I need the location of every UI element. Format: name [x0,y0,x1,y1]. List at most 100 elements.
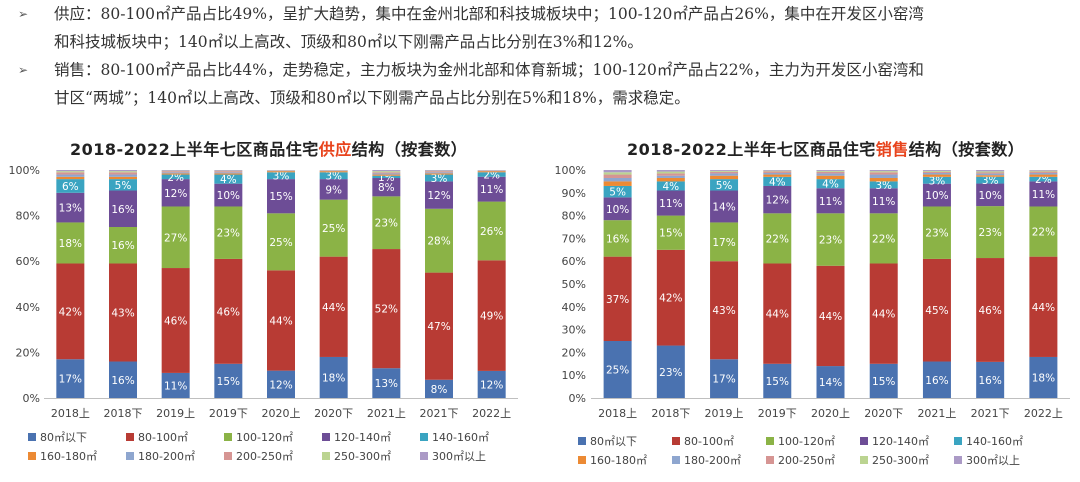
bar-segment-supply [109,172,137,175]
y-tick-label-supply: 80% [16,210,40,223]
bar-segment-sales [656,215,685,250]
y-tick-label-supply: 40% [16,301,40,314]
data-label-sales: 16% [978,375,1001,387]
legend-swatch-sales [860,456,868,464]
bar-segment-sales [763,185,792,214]
legend-label-supply: 120-140㎡ [334,431,391,444]
legend-swatch-supply [126,452,134,460]
data-label-sales: 43% [712,305,735,317]
bar-segment-sales [656,177,685,182]
legend-label-sales: 100-120㎡ [778,435,835,448]
bullet-list: ➢ 供应：80-100㎡产品占比49%，呈扩大趋势，集中在金州北部和科技城板块中… [14,0,1074,112]
y-tick-label-supply: 60% [16,255,40,268]
data-label-sales: 5% [716,180,733,192]
legend-label-sales: 80-100㎡ [684,435,734,448]
bar-segment-sales [763,176,792,186]
bar-segment-sales [603,185,632,198]
legend-swatch-supply [224,433,232,441]
legend-label-supply: 180-200㎡ [138,450,195,463]
bar-segment-sales [656,175,685,178]
bullet-sales-line-1: 销售：80-100㎡产品占比44%，走势稳定，主力板块为金州北部和体育新城；10… [54,61,924,79]
x-tick-label-supply: 2021上 [367,407,406,420]
data-label-sales: 44% [819,311,842,323]
bar-segment-sales [922,206,951,259]
data-label-sales: 44% [1032,302,1055,314]
bullet-supply: ➢ 供应：80-100㎡产品占比49%，呈扩大趋势，集中在金州北部和科技城板块中… [14,0,1074,56]
data-label-supply: 2% [483,170,500,182]
bar-segment-sales [603,181,632,186]
bar-segment-sales [976,176,1005,184]
data-label-supply: 23% [375,218,398,230]
bullet-sales-line-2: 甘区“两城”；140㎡以上高改、顶级和80㎡以下刚需产品占比分别在5%和18%，… [54,89,690,107]
y-tick-label-sales: 60% [562,255,586,268]
bar-segment-sales [816,366,845,398]
bar-segment-supply [214,171,243,173]
legend-swatch-sales [860,437,868,445]
data-label-supply: 44% [269,315,292,327]
bar-segment-supply [161,268,190,373]
bar-segment-supply [477,176,506,202]
bar-segment-supply [425,181,453,209]
data-label-sales: 15% [872,376,895,388]
bar-segment-sales [710,173,739,176]
data-label-supply: 10% [217,190,240,202]
x-tick-label-supply: 2021下 [420,407,459,420]
bar-segment-sales [710,170,739,171]
data-label-supply: 26% [480,226,503,238]
bar-segment-sales [816,179,845,189]
x-tick-label-supply: 2022上 [472,407,511,420]
x-tick-label-supply: 2019上 [156,407,195,420]
legend-swatch-supply [322,433,330,441]
bar-segment-sales [976,175,1005,177]
data-label-supply: 12% [427,190,450,202]
data-label-supply: 28% [427,236,450,248]
bar-segment-supply [372,170,401,172]
bar-segment-sales [1029,171,1058,173]
data-label-supply: 15% [217,376,240,388]
data-label-supply: 17% [59,374,82,386]
bar-segment-supply [477,172,506,177]
legend-swatch-sales [672,456,680,464]
data-label-supply: 9% [325,184,342,196]
bar-segment-sales [869,174,898,178]
data-label-supply: 46% [217,306,240,318]
bar-segment-supply [267,179,295,214]
bar-segment-supply [477,171,506,173]
y-tick-label-sales: 40% [562,301,586,314]
y-tick-label-sales: 100% [555,164,586,177]
data-label-sales: 25% [606,365,629,377]
data-label-supply: 43% [111,308,134,320]
data-label-sales: 23% [819,235,842,247]
bar-segment-supply [425,171,453,173]
bar-segment-supply [109,176,137,180]
x-tick-label-supply: 2018下 [104,407,143,420]
bar-segment-supply [109,174,137,177]
bar-segment-sales [869,213,898,264]
chart-title-supply-post: 结构（按套数） [351,140,468,159]
data-label-sales: 17% [712,374,735,386]
legend-swatch-sales [578,456,586,464]
x-tick-label-sales: 2022上 [1024,407,1063,420]
bar-segment-supply [214,183,243,207]
bar-segment-sales [763,263,792,364]
bar-segment-sales [976,172,1005,174]
data-label-sales: 17% [712,237,735,249]
bar-segment-supply [425,172,453,174]
y-tick-label-sales: 20% [562,346,586,359]
bar-segment-sales [922,258,951,362]
bar-segment-sales [710,190,739,223]
bar-segment-supply [267,171,295,173]
data-label-sales: 15% [766,376,789,388]
data-label-supply: 3% [273,171,290,183]
bar-segment-supply [372,175,401,179]
y-tick-label-supply: 0% [23,392,40,405]
x-tick-label-sales: 2018上 [598,407,637,420]
bar-segment-supply [372,178,401,197]
bar-segment-sales [656,345,685,398]
bar-segment-sales [1029,176,1058,182]
bar-segment-supply [267,213,295,271]
bar-segment-supply [372,196,401,250]
y-tick-label-supply: 20% [16,346,40,359]
bar-segment-sales [816,171,845,174]
bar-segment-supply [161,171,190,173]
